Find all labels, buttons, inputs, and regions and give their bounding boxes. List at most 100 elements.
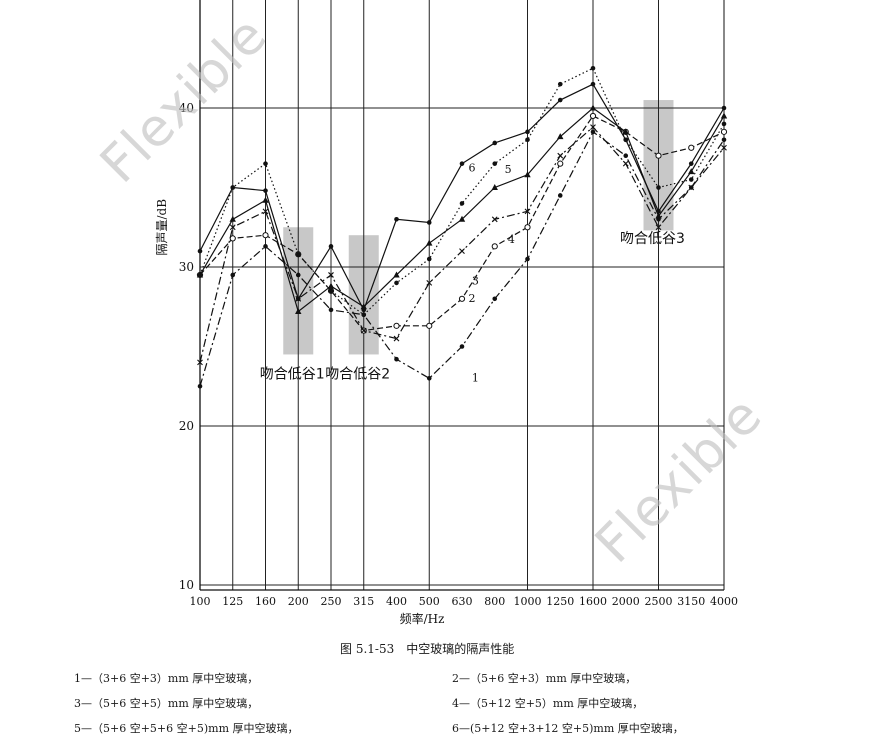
- series-4-point: [688, 168, 695, 175]
- series-5-point: [426, 256, 432, 262]
- series-1-point: [459, 344, 465, 349]
- series-5-point: [328, 288, 334, 294]
- series-3-point: [328, 272, 334, 278]
- chart-series: [196, 65, 728, 389]
- x-tick-label: 500: [419, 595, 440, 608]
- y-axis-label: 隔声量/dB: [155, 199, 169, 256]
- legend-entry-3: 3—（5+6 空+5）mm 厚中空玻璃，: [74, 697, 259, 710]
- legend-entry-4: 4—（5+12 空+5）mm 厚中空玻璃，: [452, 697, 644, 710]
- annotation-dip-3: 吻合低谷3: [620, 231, 685, 247]
- series-6-point: [361, 307, 367, 313]
- series-6-point: [230, 185, 236, 190]
- x-tick-label: 400: [386, 595, 407, 608]
- series-4-label: 4: [508, 233, 515, 246]
- legend-entry-6: 6—(5+12 空+3+12 空+5)mm 厚中空玻璃，: [452, 722, 684, 735]
- series-2-point: [688, 144, 695, 151]
- series-2-point: [524, 224, 531, 231]
- x-tick-label: 800: [484, 595, 505, 608]
- series-1-point: [230, 272, 236, 278]
- series-4-point: [491, 184, 498, 190]
- series-6-point: [557, 97, 563, 103]
- series-3-point: [393, 335, 400, 342]
- series-1-point: [721, 137, 727, 143]
- series-6-point: [656, 209, 661, 214]
- series-2-point: [655, 152, 662, 159]
- series-5-point: [688, 177, 694, 182]
- series-6-point: [590, 81, 596, 87]
- x-tick-label: 1250: [546, 595, 574, 608]
- chart-axes: [199, 0, 725, 591]
- annotation-dip-2: 吻合低谷2: [325, 366, 390, 382]
- series-5-point: [492, 161, 498, 166]
- series-4-point: [229, 215, 236, 222]
- series-6-point: [295, 296, 301, 302]
- series-6-point: [328, 244, 334, 249]
- x-tick-label: 1000: [514, 595, 542, 608]
- series-5-point: [197, 272, 203, 278]
- series-2-point: [589, 112, 597, 120]
- series-5-point: [459, 201, 465, 206]
- annotation-dip-1: 吻合低谷1: [260, 366, 325, 382]
- series-6-point: [492, 140, 498, 146]
- series-1-point: [426, 376, 432, 381]
- series-4-point: [589, 104, 597, 111]
- x-tick-label: 1600: [579, 595, 607, 608]
- series-3-point: [491, 216, 498, 223]
- series-4-point: [262, 196, 269, 203]
- series-4-point: [393, 271, 400, 278]
- series-1-point: [590, 129, 596, 135]
- series-1-point: [492, 296, 498, 302]
- series-5-point: [557, 81, 563, 87]
- series-3-point: [360, 327, 367, 334]
- series-2-point: [229, 235, 236, 242]
- series-1-point: [623, 153, 629, 158]
- y-tick-label: 10: [179, 578, 194, 592]
- y-tick-label: 30: [179, 260, 194, 274]
- series-6-point: [525, 129, 530, 135]
- x-tick-label: 315: [353, 595, 374, 608]
- legend-entry-2: 2—（5+6 空+3）mm 厚中空玻璃，: [452, 672, 637, 685]
- series-6-point: [394, 217, 399, 222]
- series-6-point: [263, 188, 268, 193]
- series-3-point: [459, 248, 465, 254]
- series-1-label: 1: [472, 371, 479, 384]
- legend-entry-5: 5—（5+6 空+5+6 空+5)mm 厚中空玻璃，: [74, 722, 299, 735]
- x-tick-label: 2000: [612, 595, 640, 608]
- series-5-point: [263, 161, 268, 166]
- legend-entry-1: 1—（3+6 空+3）mm 厚中空玻璃，: [74, 672, 259, 685]
- x-tick-label: 630: [452, 595, 473, 608]
- series-3-point: [262, 208, 269, 215]
- series-1-point: [394, 356, 399, 362]
- y-tick-label: 40: [179, 101, 194, 115]
- series-2-point: [458, 295, 466, 302]
- series-4-point: [295, 308, 302, 315]
- x-tick-label: 250: [321, 595, 342, 608]
- series-3-point: [524, 208, 531, 215]
- series-1-point: [197, 383, 203, 389]
- series-6-point: [459, 161, 465, 166]
- series-3-point: [590, 124, 596, 130]
- series-3-point: [197, 359, 203, 366]
- series-3-point: [229, 224, 236, 231]
- series-6-point: [721, 105, 727, 111]
- x-tick-label: 3150: [677, 595, 705, 608]
- series-4-point: [720, 112, 728, 119]
- series-1-point: [295, 272, 301, 278]
- series-3-point: [426, 280, 433, 286]
- x-tick-label: 200: [288, 595, 309, 608]
- x-tick-label: 2500: [645, 595, 673, 608]
- series-1-point: [557, 193, 563, 198]
- series-2-label: 2: [469, 292, 476, 305]
- y-tick-label: 20: [179, 419, 194, 433]
- series-5-point: [656, 185, 661, 190]
- series-5-label: 5: [505, 163, 512, 176]
- series-5-point: [394, 280, 399, 286]
- series-3-label: 3: [472, 274, 479, 287]
- series-4-point: [557, 133, 564, 140]
- series-2-point: [720, 128, 728, 135]
- series-1-point: [263, 244, 268, 249]
- series-2-point: [491, 243, 498, 250]
- series-5-point: [721, 121, 727, 127]
- x-axis-label: 频率/Hz: [400, 611, 445, 626]
